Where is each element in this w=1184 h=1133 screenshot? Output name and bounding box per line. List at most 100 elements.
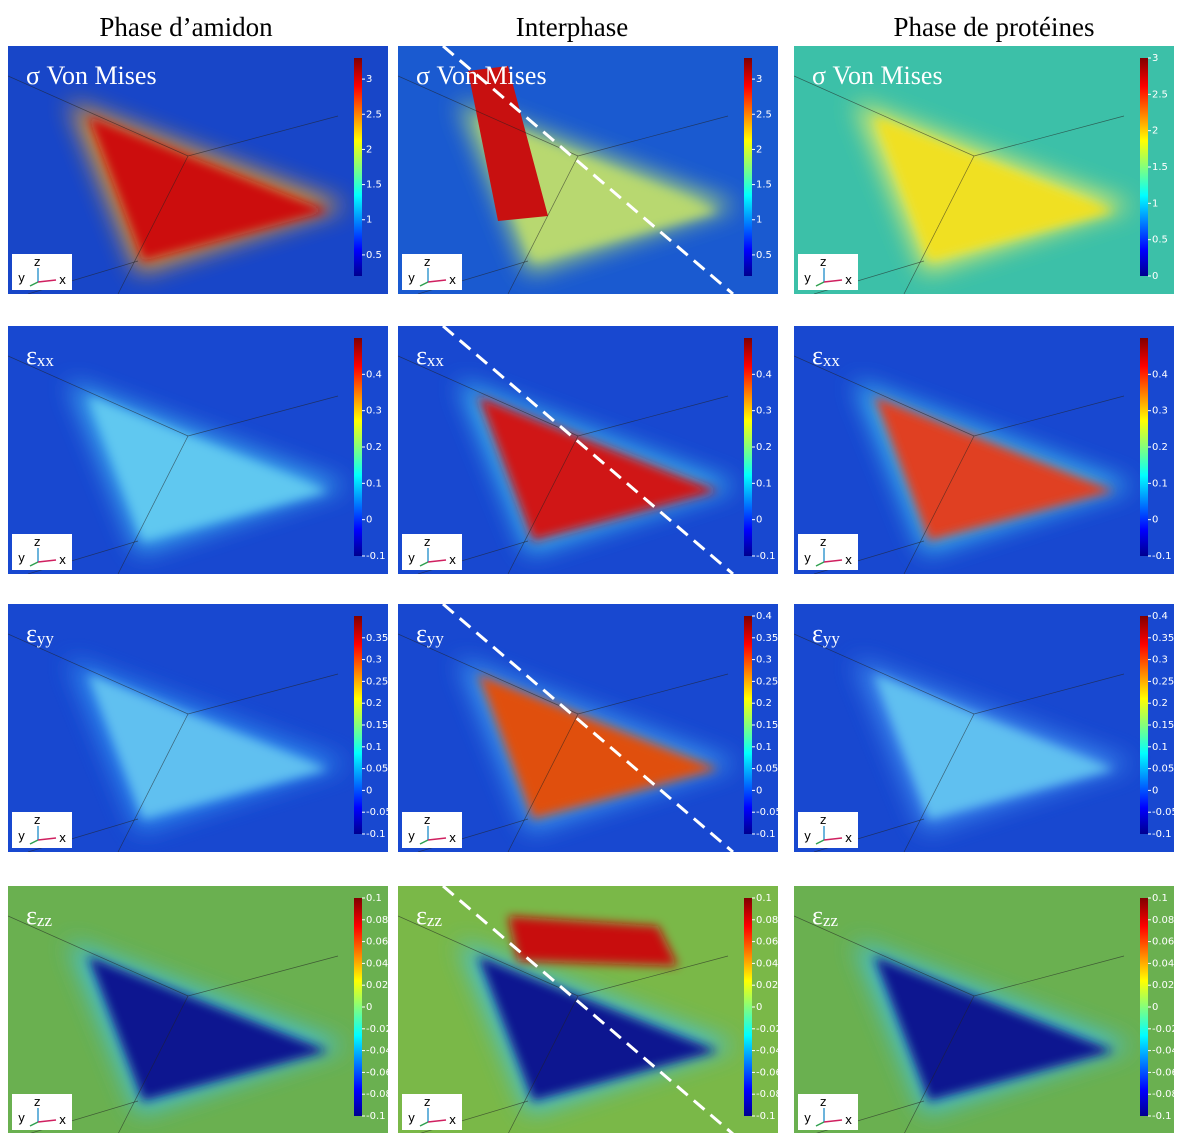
colorbar-tick-label: 0.05 [1152,764,1174,775]
axis-triad: yz x [798,534,858,570]
triad-y [29,839,39,845]
triad-box [798,534,858,570]
colorbar-tick-label: 0.3 [1152,406,1168,417]
row-label: εzz [812,901,838,930]
row-label: εxx [26,341,54,370]
axis-label: z [820,813,826,827]
colorbar-tick-label: 0.3 [366,655,382,666]
row-label: εxx [812,341,840,370]
triad-box [402,254,462,290]
subscript: zz [37,911,53,930]
colorbar [1140,338,1148,556]
colorbar-tick-label: 0.1 [756,893,772,904]
field-core [874,396,1114,541]
colorbar-tick-label: -0.06 [366,1067,392,1078]
colorbar-tick-label: 0.08 [1152,915,1174,926]
triad-x [427,559,447,563]
colorbar-tick-label: 0.2 [1152,442,1168,453]
triad-y [419,839,429,845]
panel: σ Von Mises 0 0.5 1 1.5 2 2.5 3 yz x [794,46,1174,294]
axis-label: y [804,551,811,565]
colorbar-tick-label: 0.3 [1152,655,1168,666]
colorbar-tick-label: -0.1 [756,551,776,562]
panel-content [8,46,388,294]
triad-x [823,837,843,841]
colorbar-tick-label: 2.5 [366,109,382,120]
colorbar [744,616,752,834]
colorbar-tick-label: 1 [366,215,372,226]
mesh-edge [903,713,975,852]
axis-triad: yz x [12,1094,72,1130]
colorbar-tick-label: 0.15 [366,720,388,731]
triad-y [29,281,39,287]
panel-content [398,326,778,574]
colorbar-tick-label: 0.02 [366,980,388,991]
symbol: ε [416,901,427,930]
colorbar-tick-label: -0.06 [756,1067,782,1078]
panel-content [8,886,388,1133]
field-core [88,674,328,819]
triad-x [823,279,843,283]
axis-label: y [18,1111,25,1125]
axis-label: y [804,271,811,285]
colorbar-tick-label: 2.5 [1152,89,1168,100]
triad-box [402,812,462,848]
panel-content [794,604,1174,852]
panel-content [794,326,1174,574]
symbol: σ Von Mises [812,61,943,90]
colorbar-tick-label: 0.4 [1152,369,1168,380]
row-label: εxx [416,341,444,370]
field-core [874,956,1114,1101]
triad-box [12,254,72,290]
colorbar-tick-label: 0 [1152,515,1158,526]
colorbar-tick-label: -0.04 [756,1046,782,1057]
axis-triad: yz x [402,534,462,570]
axis-triad: yz x [402,1094,462,1130]
field-stripe [508,916,678,966]
colorbar-tick-label: 0.15 [1152,720,1174,731]
colorbar-tick-label: -0.1 [1152,829,1172,840]
mesh-edge [508,995,579,1133]
triad-box [798,1094,858,1130]
colorbar-tick-label: 0.4 [1152,611,1168,622]
panel: σ Von Mises 0.5 1 1.5 2 2.5 3 yz x [398,46,778,294]
panel: εzz -0.1 -0.08 -0.06 -0.04 -0.02 0 0.02 0.04 0.06… [398,886,782,1133]
colorbar [1140,616,1148,834]
axis-label: y [408,829,415,843]
panel: εxx -0.1 0 0.1 0.2 0.3 0.4 yz x [794,326,1174,574]
field-core [88,956,328,1101]
colorbar-tick-label: 0.1 [1152,478,1168,489]
axis-label: x [59,553,66,567]
field-core [478,956,718,1101]
colorbar-tick-label: 0 [366,785,372,796]
colorbar-tick-label: -0.02 [1152,1024,1178,1035]
mesh-edge [507,713,579,852]
colorbar-tick-label: -0.05 [1152,807,1178,818]
panel-content [794,886,1174,1133]
colorbar-tick-label: 0 [366,1002,372,1013]
colorbar-tick-label: -0.04 [1152,1046,1178,1057]
axis-triad: yz x [798,812,858,848]
row-label: σ Von Mises [26,61,157,90]
column-header: Interphase [516,12,628,42]
axis-label: z [424,813,430,827]
colorbar-tick-label: 0.08 [366,915,388,926]
colorbar-tick-label: 0.1 [756,478,772,489]
axis-label: y [18,271,25,285]
dashed-guide [442,604,734,852]
colorbar-tick-label: -0.05 [756,807,782,818]
colorbar-tick-label: 0.5 [1152,235,1168,246]
column-header: Phase de protéines [894,12,1095,42]
axis-label: y [408,551,415,565]
colorbar-tick-label: 0.25 [1152,676,1174,687]
triad-box [798,812,858,848]
triad-x [823,1119,843,1123]
colorbar [744,338,752,556]
field-core [88,396,328,541]
colorbar-tick-label: 0.1 [1152,742,1168,753]
colorbar-tick-label: 3 [366,74,372,85]
colorbar-tick-label: 0.1 [366,742,382,753]
colorbar-tick-label: 2.5 [756,109,772,120]
row-label: εyy [812,619,840,648]
axis-label: x [845,831,852,845]
